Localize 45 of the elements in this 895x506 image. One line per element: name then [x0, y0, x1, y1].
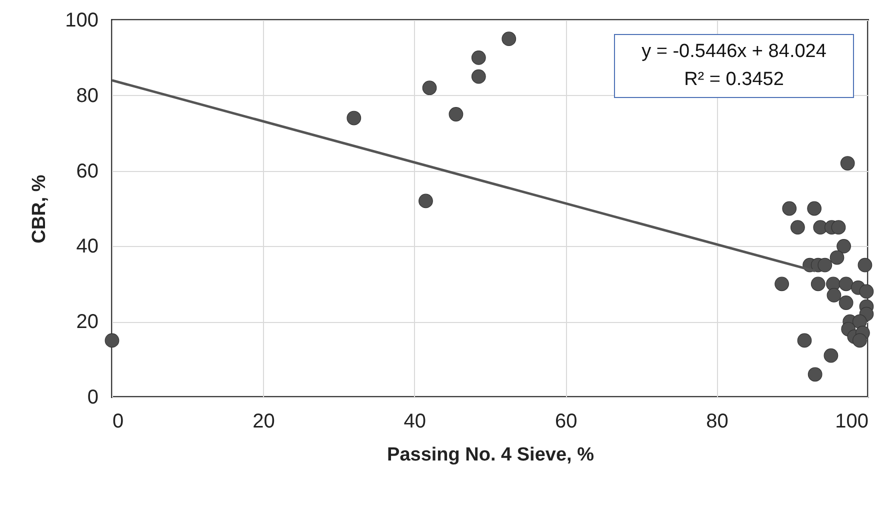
point [808, 367, 822, 382]
point [104, 333, 120, 348]
point [838, 296, 854, 310]
point [836, 239, 851, 254]
point [852, 314, 867, 329]
point [859, 284, 874, 299]
x-tick-label: 100 [835, 410, 868, 432]
point [418, 194, 433, 208]
point [774, 276, 790, 292]
point [810, 276, 826, 292]
point [790, 220, 805, 235]
y-tick-label: 80 [76, 84, 98, 107]
point [346, 110, 362, 126]
y-tick-label: 100 [65, 10, 98, 32]
point [797, 333, 812, 348]
x-tick-label: 0 [112, 410, 124, 432]
y-tick-label: 0 [87, 386, 98, 408]
equation-box: y = -0.5446x + 84.024 R² = 0.3452 [614, 34, 854, 98]
point [448, 107, 464, 122]
point [858, 258, 872, 272]
point [807, 201, 822, 216]
annotation: R² = 0.3452 [683, 68, 785, 92]
x-tick-label: 40 [404, 410, 426, 432]
point [818, 258, 832, 272]
point [831, 220, 846, 235]
point [471, 50, 486, 65]
y-axis-title: CBR, % [29, 174, 50, 244]
point [830, 250, 844, 265]
y-tick-label: 20 [76, 311, 98, 334]
x-tick-label: 20 [252, 410, 275, 432]
annotation: y = -0.5446x + 84.024 [640, 40, 828, 64]
point [852, 333, 867, 348]
point [422, 80, 437, 96]
y-tick-label: 40 [76, 236, 98, 258]
y-tick-label: 60 [76, 160, 98, 182]
point [838, 276, 854, 292]
point [826, 288, 842, 302]
x-tick-label: 60 [554, 410, 578, 432]
point [840, 156, 855, 170]
point [782, 201, 797, 216]
point [824, 348, 838, 363]
x-tick-label: 80 [706, 410, 728, 432]
x-axis-title: Passing No. 4 Sieve, % [387, 444, 594, 466]
point [502, 32, 516, 46]
point [471, 69, 486, 84]
